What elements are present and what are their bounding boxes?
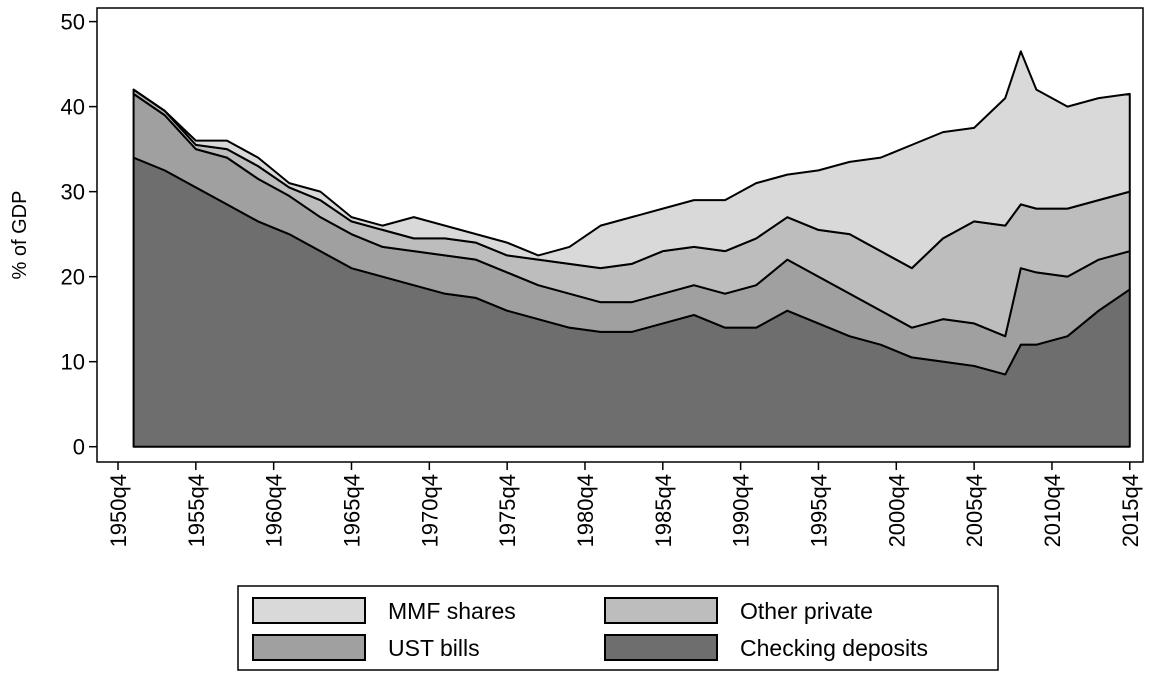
x-tick-label: 1995q4 bbox=[806, 474, 831, 547]
x-tick-label: 2010q4 bbox=[1040, 474, 1065, 547]
x-tick-label: 1950q4 bbox=[106, 474, 131, 547]
legend-label: MMF shares bbox=[388, 598, 516, 624]
legend-label: UST bills bbox=[388, 635, 480, 661]
legend-swatch bbox=[252, 634, 366, 661]
x-tick-label: 2005q4 bbox=[962, 474, 987, 547]
x-tick-label: 1955q4 bbox=[184, 474, 209, 547]
y-tick-label: 50 bbox=[61, 10, 85, 35]
x-tick-label: 2000q4 bbox=[884, 474, 909, 547]
x-tick-label: 1960q4 bbox=[262, 474, 287, 547]
x-tick-label: 1990q4 bbox=[729, 474, 754, 547]
y-tick-label: 10 bbox=[61, 350, 85, 375]
legend-label: Checking deposits bbox=[740, 635, 928, 661]
legend-label: Other private bbox=[740, 598, 873, 624]
x-tick-label: 1975q4 bbox=[495, 474, 520, 547]
y-tick-label: 30 bbox=[61, 180, 85, 205]
plot-frame bbox=[96, 7, 1144, 463]
legend-swatch bbox=[604, 634, 718, 661]
y-axis-label: % of GDP bbox=[9, 191, 31, 280]
x-tick-label: 1970q4 bbox=[417, 474, 442, 547]
y-tick-label: 20 bbox=[61, 265, 85, 290]
legend-swatch bbox=[252, 597, 366, 624]
y-tick-label: 0 bbox=[73, 435, 85, 460]
x-tick-label: 2015q4 bbox=[1118, 474, 1143, 547]
y-tick-label: 40 bbox=[61, 95, 85, 120]
x-tick-label: 1985q4 bbox=[651, 474, 676, 547]
legend-swatch bbox=[604, 597, 718, 624]
area bbox=[132, 50, 1131, 270]
x-tick-label: 1965q4 bbox=[339, 474, 364, 547]
x-tick-label: 1980q4 bbox=[573, 474, 598, 547]
